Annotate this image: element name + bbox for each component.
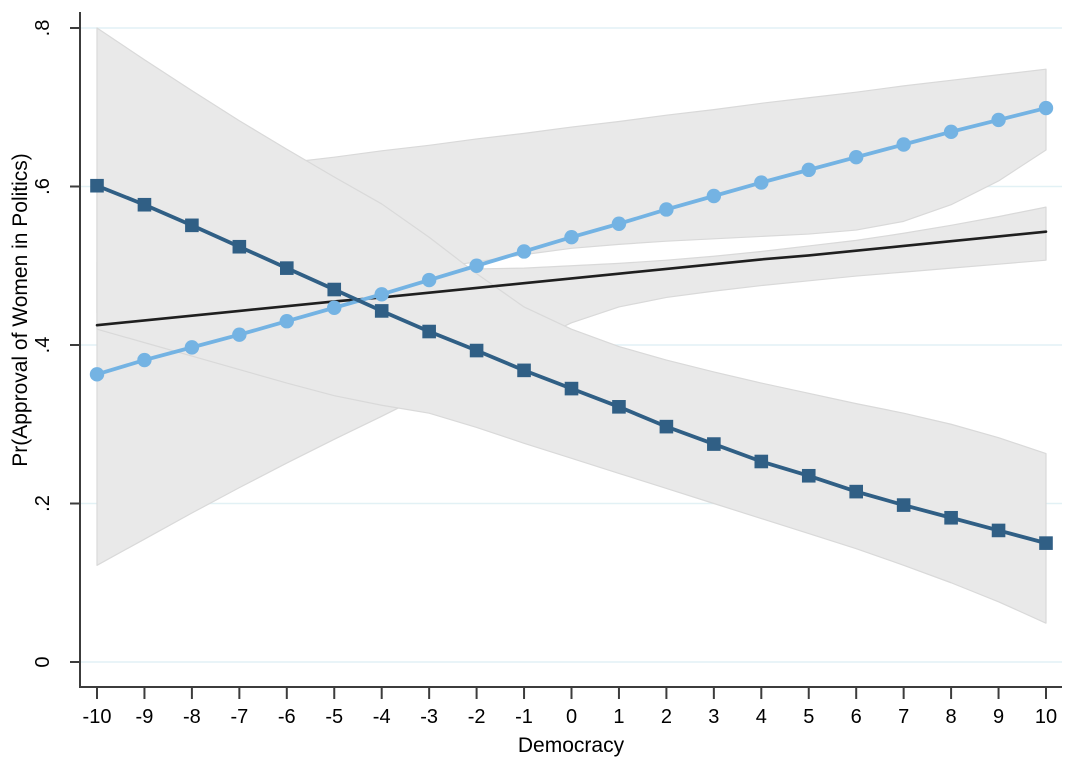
- x-tick-label: -4: [373, 706, 391, 728]
- series-lines-layer: [89, 100, 1054, 550]
- data-marker-circle: [421, 272, 437, 288]
- data-marker-circle: [516, 244, 532, 259]
- data-marker-circle: [801, 162, 816, 178]
- data-marker-square: [801, 468, 816, 483]
- x-tick-label: 6: [851, 706, 862, 728]
- data-marker-circle: [374, 287, 389, 302]
- x-tick-label: 4: [756, 706, 767, 728]
- data-marker-square: [849, 484, 863, 499]
- x-tick-label: -6: [278, 706, 296, 728]
- data-marker-square: [374, 304, 389, 318]
- y-axis-title: Pr(Approval of Women in Politics): [9, 153, 32, 467]
- data-marker-circle: [232, 327, 247, 342]
- data-marker-circle: [137, 352, 152, 368]
- confidence-bands-layer: [96, 27, 1047, 624]
- data-marker-circle: [896, 137, 911, 152]
- x-tick-label: -7: [230, 706, 248, 728]
- data-marker-square: [232, 239, 247, 254]
- data-marker-square: [564, 381, 579, 396]
- data-marker-circle: [849, 149, 864, 165]
- x-tick-label: -8: [183, 706, 201, 728]
- data-marker-square: [327, 282, 342, 297]
- data-marker-square: [90, 178, 104, 193]
- data-marker-circle: [1038, 100, 1054, 116]
- x-tick-label: -2: [468, 706, 486, 728]
- x-tick-label: 2: [661, 706, 672, 728]
- data-marker-square: [1039, 536, 1053, 550]
- y-tick-label: .6: [32, 178, 54, 195]
- x-tick-label: 9: [993, 706, 1004, 728]
- x-axis-title: Democracy: [518, 734, 625, 757]
- data-marker-square: [944, 510, 958, 525]
- x-tick-label: -9: [136, 706, 154, 728]
- data-marker-circle: [991, 112, 1006, 128]
- data-marker-square: [517, 363, 531, 378]
- data-marker-circle: [564, 230, 579, 245]
- x-tick-label: -10: [83, 706, 112, 728]
- x-tick-label: 5: [803, 706, 814, 728]
- x-tick-label: 7: [898, 706, 909, 728]
- y-tick-label: .2: [32, 495, 54, 512]
- x-tick-label: 1: [613, 706, 624, 728]
- x-tick-label: 0: [566, 706, 577, 728]
- x-tick-label: -1: [515, 706, 533, 728]
- x-tick-label: 10: [1035, 706, 1057, 728]
- data-marker-square: [754, 454, 769, 469]
- data-marker-square: [612, 400, 626, 414]
- data-marker-circle: [469, 258, 484, 273]
- data-marker-circle: [89, 367, 105, 382]
- x-tick-label: 8: [946, 706, 957, 728]
- data-marker-square: [422, 324, 436, 339]
- data-marker-circle: [611, 216, 627, 231]
- y-tick-label: .8: [32, 20, 54, 37]
- data-marker-circle: [943, 124, 959, 140]
- data-marker-square: [896, 498, 911, 512]
- data-marker-square: [659, 419, 674, 434]
- x-tick-label: 3: [708, 706, 719, 728]
- data-marker-circle: [279, 314, 294, 329]
- x-tick-label: -5: [325, 706, 343, 728]
- data-marker-circle: [659, 202, 674, 217]
- data-marker-circle: [327, 300, 342, 315]
- axis-labels-layer: Pr(Approval of Women in Politics) Democr…: [9, 153, 625, 757]
- y-tick-label: .4: [32, 337, 54, 354]
- data-marker-circle: [754, 175, 769, 190]
- series-line-solid-flat-line: [95, 230, 1048, 327]
- data-marker-circle: [706, 188, 722, 204]
- axes-layer: 0.2.4.6.8-10 -9 -8 -7 -6 -5 -4 -3 -2 -1 0 1 2 3 4 5 6 7 8 9…: [32, 12, 1062, 728]
- data-marker-square: [280, 261, 294, 275]
- data-marker-square: [707, 437, 721, 451]
- data-marker-square: [137, 197, 152, 212]
- data-marker-square: [991, 523, 1006, 538]
- x-tick-label: -3: [420, 706, 438, 728]
- data-marker-square: [185, 218, 199, 233]
- data-marker-circle: [184, 340, 200, 355]
- y-tick-label: 0: [32, 656, 54, 667]
- data-marker-square: [469, 343, 484, 358]
